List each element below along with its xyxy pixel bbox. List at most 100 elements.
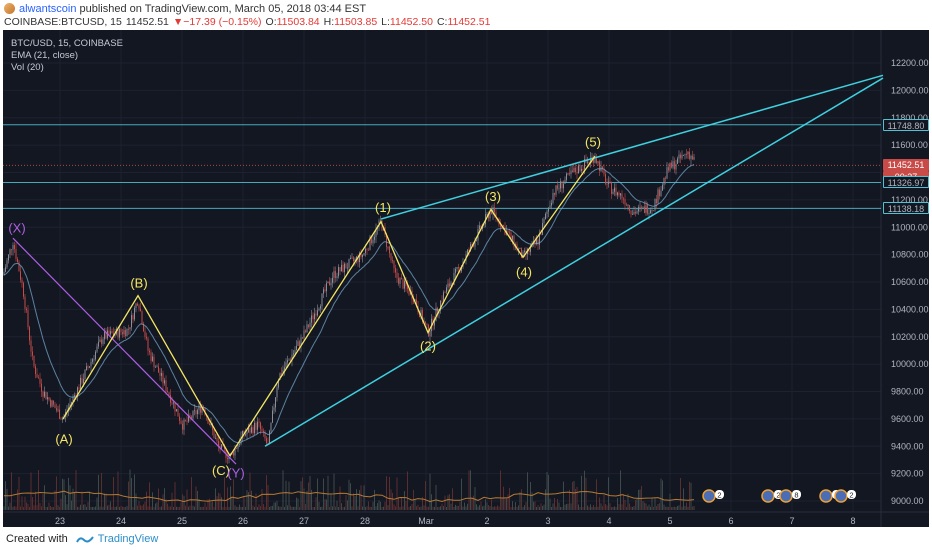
- candle-body: [566, 173, 567, 180]
- tradingview-brand[interactable]: TradingView: [97, 532, 159, 545]
- volume-bar: [659, 503, 660, 510]
- volume-bar: [104, 493, 105, 510]
- volume-bar: [92, 506, 93, 510]
- volume-bar: [332, 506, 333, 510]
- volume-bar: [599, 497, 600, 510]
- x-tick-label: 24: [116, 516, 126, 526]
- volume-bar: [689, 481, 690, 510]
- y-tick-label: 9800.00: [891, 387, 924, 397]
- volume-bar: [540, 503, 542, 510]
- volume-bar: [123, 506, 125, 510]
- volume-bar: [647, 506, 648, 510]
- candle-body: [92, 359, 93, 362]
- volume-bar: [504, 497, 506, 510]
- event-badge[interactable]: 2: [834, 489, 856, 503]
- volume-bar: [36, 505, 38, 510]
- candle-body: [176, 409, 177, 412]
- volume-bar: [686, 502, 687, 510]
- volume-bar: [597, 506, 599, 510]
- candle-body: [554, 193, 555, 195]
- volume-bar: [231, 497, 233, 510]
- volume-bar: [359, 490, 360, 510]
- volume-bar: [462, 506, 464, 510]
- candle-body: [15, 249, 17, 259]
- volume-bar: [645, 503, 647, 510]
- candle-body: [591, 156, 593, 159]
- candle-body: [228, 456, 230, 460]
- volume-bar: [558, 502, 560, 510]
- volume-bar: [390, 489, 392, 510]
- candle-body: [53, 400, 54, 405]
- volume-bar: [389, 476, 390, 510]
- volume-bar: [684, 505, 686, 510]
- volume-bar: [377, 503, 378, 510]
- volume-bar: [335, 506, 336, 510]
- flag-icon: [779, 489, 793, 503]
- volume-bar: [60, 498, 62, 510]
- volume-bar: [149, 482, 150, 510]
- candle-body: [491, 210, 492, 215]
- y-tick-label: 10000.00: [891, 359, 929, 369]
- candle-body: [549, 205, 551, 208]
- volume-bar: [261, 489, 263, 510]
- volume-bar: [168, 506, 170, 510]
- candle-body: [339, 267, 341, 272]
- volume-bar: [387, 505, 389, 510]
- candle-body: [689, 151, 690, 159]
- volume-bar: [110, 501, 111, 510]
- candle-body: [317, 310, 318, 316]
- volume-bar: [68, 477, 69, 510]
- candle-body: [378, 220, 380, 227]
- candle-body: [177, 409, 179, 417]
- volume-bar: [425, 481, 426, 510]
- volume-bar: [152, 492, 153, 510]
- volume-bar: [512, 501, 513, 510]
- candle-body: [528, 248, 530, 252]
- candle-body: [278, 379, 279, 388]
- candle-body: [6, 260, 8, 268]
- volume-bar: [525, 502, 527, 510]
- volume-bar: [372, 501, 374, 510]
- event-badge[interactable]: 8: [779, 489, 801, 503]
- candle-body: [519, 248, 521, 249]
- candle-body: [687, 151, 689, 155]
- volume-bar: [195, 486, 197, 510]
- volume-bar: [371, 506, 372, 510]
- volume-bar: [173, 506, 174, 510]
- volume-bar: [6, 488, 8, 510]
- author-link[interactable]: alwantscoin: [19, 2, 77, 15]
- candle-body: [552, 193, 554, 203]
- candle-body: [257, 421, 258, 430]
- volume-bar: [366, 506, 368, 510]
- legend-ema[interactable]: EMA (21, close): [11, 50, 79, 61]
- author-avatar[interactable]: [4, 3, 15, 14]
- candle-body: [248, 428, 249, 433]
- volume-bar: [510, 506, 512, 510]
- volume-bar: [260, 506, 261, 510]
- volume-bar: [350, 483, 351, 510]
- volume-bar: [365, 506, 366, 510]
- price-axis-label: 11138.18: [883, 202, 929, 215]
- volume-bar: [216, 496, 218, 510]
- volume-bar: [93, 506, 95, 510]
- candle-body: [647, 205, 648, 214]
- volume-bar: [234, 505, 236, 510]
- candle-body: [650, 210, 651, 214]
- candle-body: [630, 210, 632, 215]
- candle-body: [281, 373, 282, 375]
- ema-line: [3, 164, 695, 444]
- chart-header: alwantscoin published on TradingView.com…: [0, 0, 932, 30]
- volume-bar: [578, 504, 579, 510]
- volume-bar: [447, 495, 449, 510]
- legend-volume[interactable]: Vol (20): [11, 62, 44, 73]
- candle-body: [93, 359, 95, 361]
- candle-body: [110, 331, 111, 335]
- price-chart-svg[interactable]: 12200.0012000.0011800.0011600.0011400.00…: [3, 30, 929, 527]
- candle-body: [111, 331, 113, 334]
- chart-pane[interactable]: 12200.0012000.0011800.0011600.0011400.00…: [3, 30, 929, 527]
- event-badge[interactable]: 2: [702, 489, 724, 503]
- volume-bar: [30, 472, 32, 510]
- y-tick-label: 10600.00: [891, 277, 929, 287]
- candle-body: [539, 234, 540, 245]
- candle-body: [159, 372, 161, 376]
